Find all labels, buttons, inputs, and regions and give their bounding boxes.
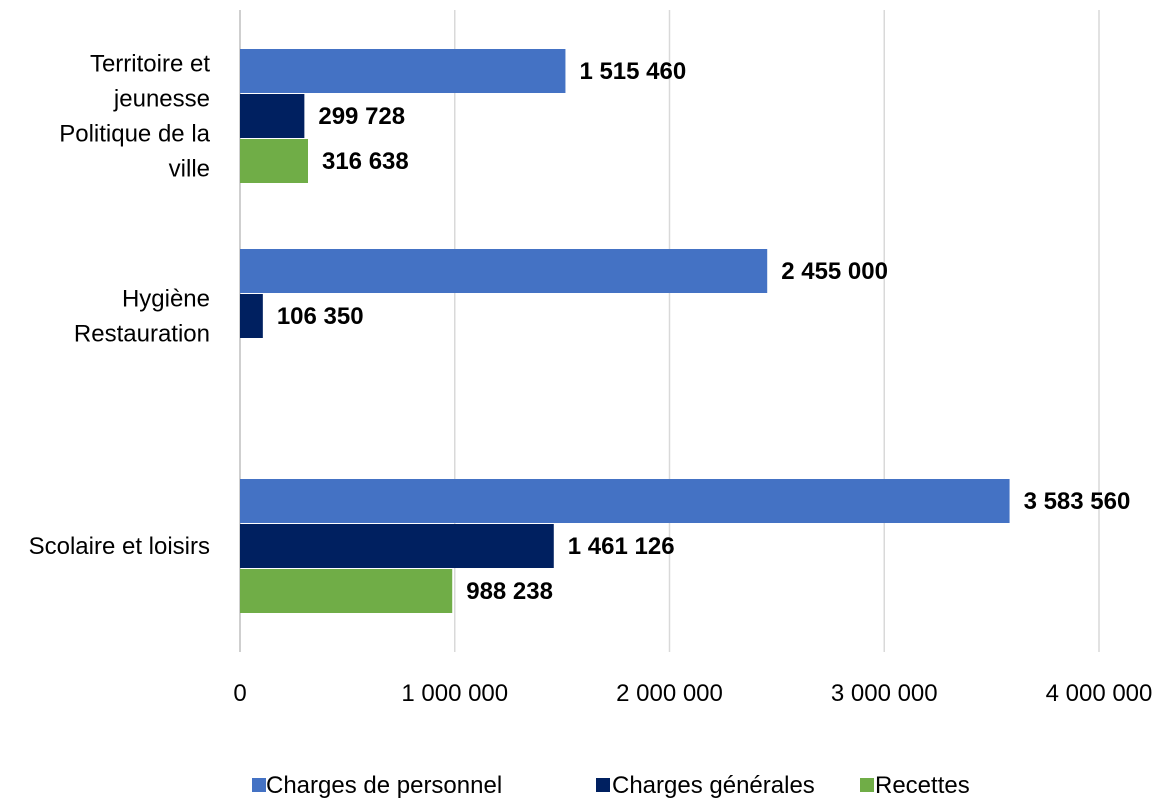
bars: [240, 49, 1010, 613]
legend-label: Recettes: [875, 772, 970, 799]
x-tick-label: 3 000 000: [831, 680, 938, 707]
bar: [240, 294, 263, 338]
x-tick-label: 2 000 000: [616, 680, 723, 707]
category-label: Hygiène: [122, 286, 210, 313]
data-label: 3 583 560: [1024, 488, 1131, 515]
data-label: 1 461 126: [568, 533, 675, 560]
x-tick-label: 4 000 000: [1046, 680, 1153, 707]
legend-label: Charges de personnel: [266, 772, 502, 799]
legend-swatch: [252, 778, 266, 792]
category-label: Scolaire et loisirs: [29, 533, 210, 560]
data-label: 106 350: [277, 303, 364, 330]
data-label: 1 515 460: [579, 58, 686, 85]
data-labels: 1 515 460 299 728 316 638 2 455 000 106 350 3…: [277, 58, 1131, 605]
category-label: ville: [169, 156, 210, 183]
bar: [240, 249, 768, 293]
x-tick-label: 0: [233, 680, 246, 707]
bar: [240, 94, 305, 138]
x-axis-tick-labels: 0 1 000 000 2 000 000 3 000 000 4 000 000: [233, 680, 1152, 707]
bar: [240, 524, 554, 568]
bar: [240, 479, 1010, 523]
category-labels: Territoire et jeunesse Politique de la vill…: [29, 51, 211, 561]
legend-label: Charges générales: [612, 772, 815, 799]
category-label: jeunesse: [113, 86, 210, 113]
data-label: 316 638: [322, 148, 409, 175]
data-label: 988 238: [466, 578, 553, 605]
category-label: Politique de la: [59, 121, 210, 148]
data-label: 299 728: [318, 103, 405, 130]
data-label: 2 455 000: [781, 258, 888, 285]
category-label: Territoire et: [90, 51, 210, 78]
legend-swatch: [860, 778, 874, 792]
category-label: Restauration: [74, 321, 210, 348]
bar: [240, 569, 453, 613]
x-tick-label: 1 000 000: [401, 680, 508, 707]
bar: [240, 49, 566, 93]
bar: [240, 139, 308, 183]
legend-swatch: [596, 778, 610, 792]
legend: Charges de personnel Charges générales Rec…: [252, 772, 970, 799]
